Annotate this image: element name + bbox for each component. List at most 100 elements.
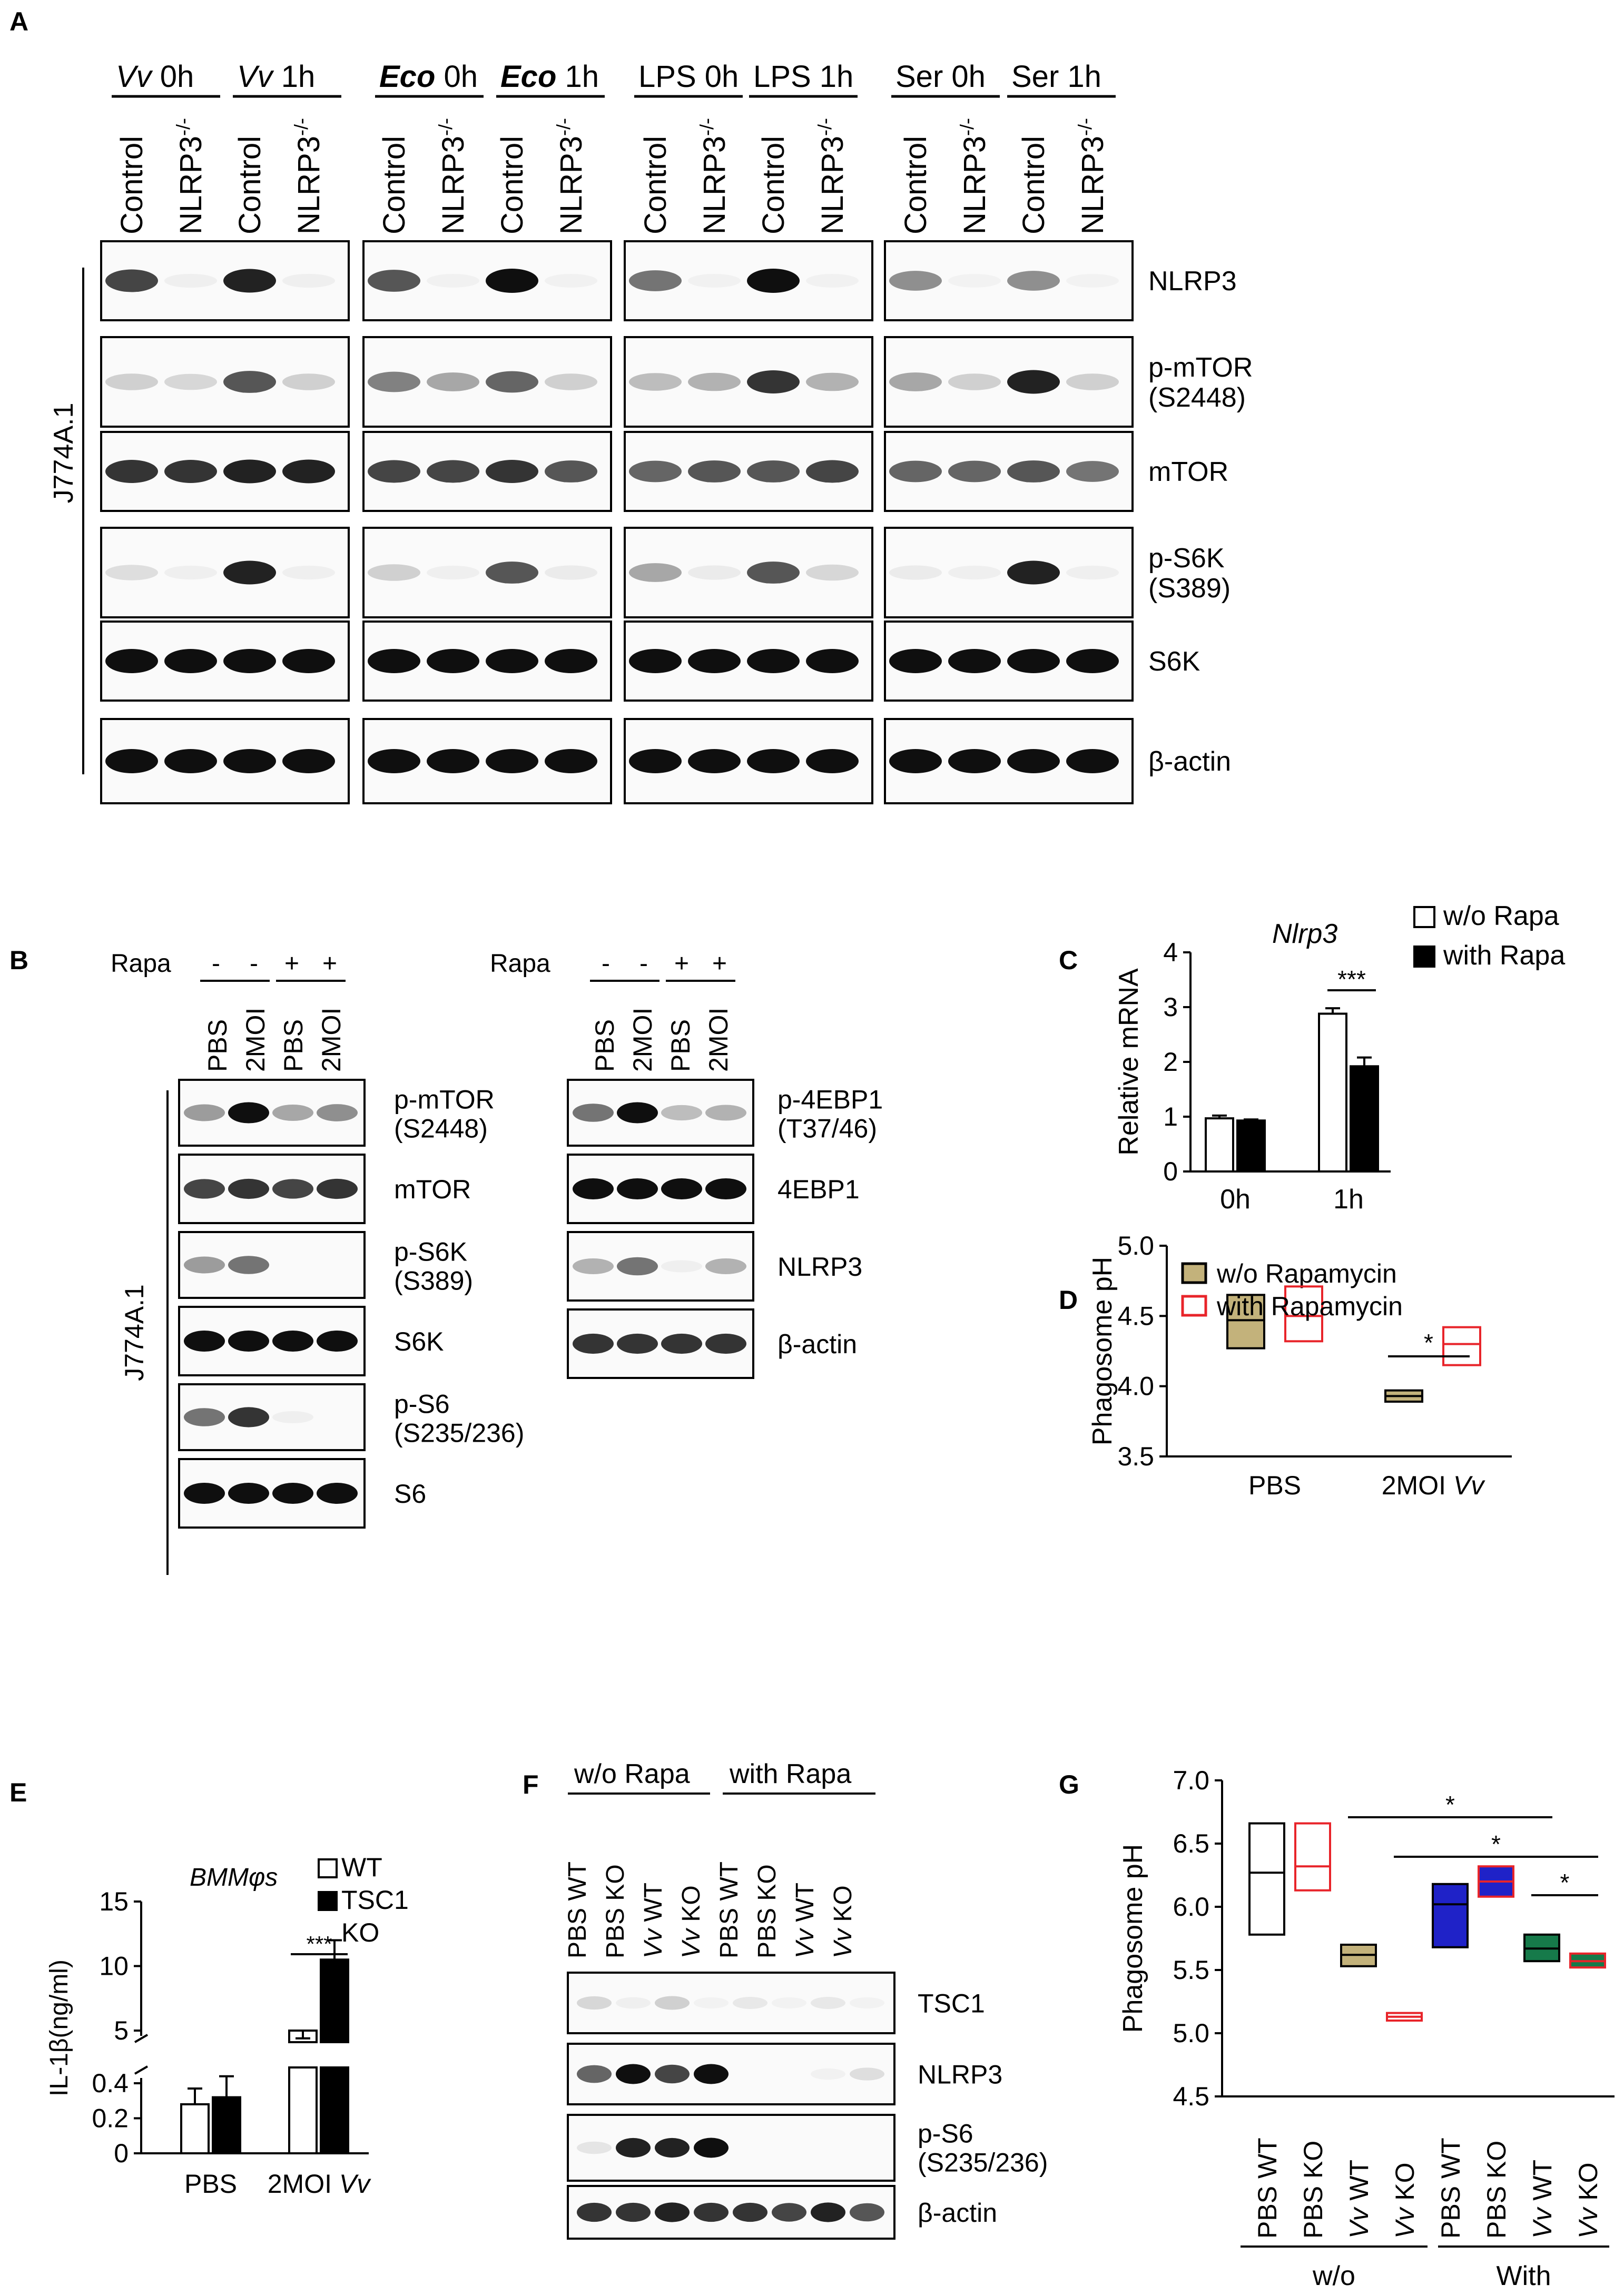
panel-c-chart: Nlrp3 0 1 2 3 4 Relative mRNA 0h 1h w/o Rapa with … bbox=[1114, 901, 1565, 1215]
e-xtick-label-0: PBS bbox=[184, 2169, 237, 2199]
c-ytick-label-3: 3 bbox=[1163, 992, 1178, 1022]
b-right-band-p-4EBP1-3 bbox=[705, 1105, 746, 1121]
lane-label-2-3: NLRP3-/- bbox=[814, 118, 850, 234]
f-band-TSC1-1 bbox=[616, 1997, 651, 2009]
f-band-p-S6-0 bbox=[577, 2141, 612, 2154]
a-label-p-S6K-sub: (S389) bbox=[1148, 573, 1231, 604]
panel-label-b: B bbox=[9, 945, 28, 975]
band-NLRP3-2-3 bbox=[806, 274, 859, 288]
g-ytick-label-0: 4.5 bbox=[1173, 2082, 1209, 2111]
band-p-mTOR-2-0 bbox=[629, 373, 682, 391]
band-mTOR-1-1 bbox=[427, 460, 479, 483]
f-header-left: w/o Rapa bbox=[574, 1759, 690, 1789]
b-left-label-p-S6-sub: (S235/236) bbox=[394, 1419, 524, 1448]
b-left-lane-1: 2MOI bbox=[241, 1008, 270, 1072]
c-legend-label-0: w/o Rapa bbox=[1443, 901, 1559, 931]
lane-label-2-1: NLRP3-/- bbox=[696, 118, 732, 234]
b-left-label-p-S6: p-S6 bbox=[394, 1390, 450, 1419]
a-label-p-mTOR-sub: (S2448) bbox=[1148, 382, 1246, 413]
b-right-label-b-actin: β-actin bbox=[777, 1329, 857, 1359]
d-legend-swatch-0 bbox=[1181, 1262, 1207, 1284]
b-left-label-p-mTOR-sub: (S2448) bbox=[394, 1114, 488, 1144]
f-band-TSC1-4 bbox=[733, 1997, 767, 2009]
b-right-lane-2: PBS bbox=[666, 1019, 695, 1072]
band-b-actin-3-0 bbox=[889, 749, 942, 773]
band-mTOR-0-1 bbox=[164, 460, 217, 483]
lane-label-0-0: Control bbox=[115, 136, 149, 234]
b-right-lane-3: 2MOI bbox=[704, 1008, 733, 1072]
band-NLRP3-3-0 bbox=[889, 271, 942, 291]
f-band-TSC1-7 bbox=[850, 1997, 884, 2009]
band-b-actin-0-1 bbox=[164, 749, 217, 773]
band-p-S6K-3-2 bbox=[1007, 560, 1060, 585]
e-legend-label-1-line2: KO bbox=[341, 1918, 379, 1947]
band-mTOR-1-2 bbox=[486, 460, 538, 483]
b-left-band-S6-2 bbox=[272, 1483, 313, 1504]
a-label-p-mTOR: p-mTOR bbox=[1148, 352, 1253, 383]
band-S6K-0-0 bbox=[105, 649, 158, 673]
b-left-band-p-S6K-1 bbox=[228, 1256, 269, 1274]
g-sig-text-0: * bbox=[1445, 1791, 1455, 1818]
band-NLRP3-0-2 bbox=[223, 269, 276, 293]
band-p-S6K-0-3 bbox=[282, 565, 335, 580]
f-lane-5: PBS KO bbox=[753, 1864, 781, 1958]
b-right-band-p-4EBP1-2 bbox=[661, 1105, 702, 1121]
band-mTOR-0-2 bbox=[223, 459, 276, 484]
band-p-S6K-3-1 bbox=[948, 565, 1001, 580]
band-NLRP3-3-2 bbox=[1007, 271, 1060, 291]
g-xtick-label-7: Vv KO bbox=[1573, 2163, 1603, 2239]
b-left-band-S6K-0 bbox=[184, 1331, 225, 1352]
band-p-mTOR-0-2 bbox=[223, 371, 276, 393]
g-xtick-label-3: Vv KO bbox=[1390, 2163, 1420, 2239]
g-group-label-1: With bbox=[1497, 2261, 1551, 2291]
f-lane-2: Vv WT bbox=[639, 1883, 667, 1958]
b-left-band-mTOR-0 bbox=[184, 1179, 225, 1199]
band-NLRP3-1-1 bbox=[427, 274, 479, 288]
band-mTOR-2-2 bbox=[747, 460, 800, 482]
a-label-mTOR: mTOR bbox=[1148, 457, 1228, 487]
band-S6K-0-1 bbox=[164, 649, 217, 673]
c-ytick-label-1: 1 bbox=[1163, 1102, 1178, 1131]
f-band-NLRP3-2 bbox=[655, 2064, 690, 2084]
band-b-actin-0-2 bbox=[223, 749, 276, 773]
f-band-b-actin-2 bbox=[655, 2202, 690, 2222]
band-p-S6K-1-1 bbox=[427, 565, 479, 580]
b-right-band-4EBP1-3 bbox=[705, 1178, 746, 1199]
band-b-actin-1-2 bbox=[486, 749, 538, 773]
g-group-label-0-sub: Rapamycin bbox=[1265, 2292, 1402, 2295]
b-left-label-S6K: S6K bbox=[394, 1327, 444, 1356]
band-p-S6K-2-3 bbox=[806, 564, 859, 581]
e-bar-1-0 bbox=[212, 2096, 241, 2155]
c-xtick-label-1: 1h bbox=[1333, 1184, 1364, 1215]
lane-label-3-3: NLRP3-/- bbox=[1074, 118, 1110, 234]
band-p-mTOR-0-1 bbox=[164, 373, 217, 390]
g-xtick-label-1: PBS KO bbox=[1298, 2141, 1328, 2239]
b-right-rapa-sign-3: + bbox=[712, 950, 727, 978]
f-lane-6: Vv WT bbox=[791, 1883, 819, 1958]
b-right-band-4EBP1-2 bbox=[661, 1178, 702, 1199]
d-legend-label-0: w/o Rapamycin bbox=[1216, 1259, 1397, 1288]
condition-label-5: LPS 1h bbox=[753, 60, 853, 94]
g-ytick-label-5: 7.0 bbox=[1173, 1766, 1209, 1795]
b-right-rapa-sign-0: - bbox=[602, 950, 610, 978]
b-left-rapa-sign-3: + bbox=[322, 950, 337, 978]
b-left-label-p-mTOR: p-mTOR bbox=[394, 1085, 495, 1115]
b-left-band-mTOR-3 bbox=[317, 1178, 358, 1199]
f-lane-3: Vv KO bbox=[677, 1885, 705, 1958]
e-ytick-lower-label-0: 0 bbox=[114, 2139, 129, 2168]
panel-f-blots: w/o Rapa with Rapa PBS WT PBS KO Vv WT Vv KO P… bbox=[564, 1759, 1048, 2240]
g-xtick-label-2: Vv WT bbox=[1344, 2160, 1374, 2239]
b-left-lane-0: PBS bbox=[203, 1019, 232, 1072]
b-right-band-NLRP3-2 bbox=[661, 1260, 702, 1273]
g-ytick-label-1: 5.0 bbox=[1173, 2018, 1209, 2048]
lane-label-0-1: NLRP3-/- bbox=[172, 118, 208, 234]
g-xtick-label-4: PBS WT bbox=[1436, 2138, 1465, 2239]
lane-label-1-3: NLRP3-/- bbox=[553, 118, 588, 234]
g-ytick-label-3: 6.0 bbox=[1173, 1892, 1209, 1922]
g-box-0 bbox=[1248, 1822, 1285, 1936]
f-label-p-S6: p-S6 bbox=[918, 2119, 973, 2149]
d-xtick-label-1: 2MOI Vv bbox=[1382, 1471, 1485, 1500]
b-right-band-b-actin-0 bbox=[573, 1333, 614, 1354]
